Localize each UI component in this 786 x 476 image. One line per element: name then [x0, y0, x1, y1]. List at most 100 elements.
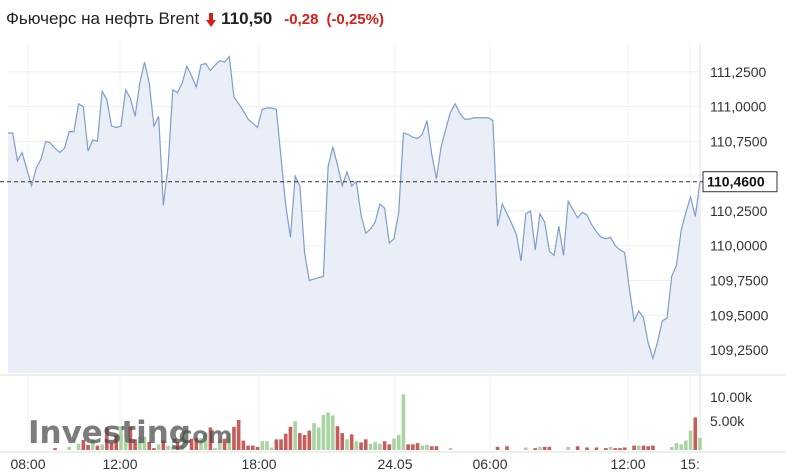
volume-bar: [269, 447, 274, 450]
volume-bar: [608, 446, 613, 450]
volume-bar: [250, 445, 255, 450]
volume-bar: [53, 448, 57, 450]
volume-bar: [368, 443, 373, 450]
volume-bar: [646, 446, 651, 450]
volume-bar: [67, 446, 71, 450]
volume-bar: [406, 444, 410, 450]
volume-bar: [90, 438, 95, 450]
volume-tick-label: 10.00k: [710, 389, 753, 405]
price-change-percent: (-0,25%): [326, 10, 384, 28]
volume-bar: [448, 448, 453, 450]
volume-bar: [279, 439, 283, 450]
volume-bar: [95, 445, 100, 450]
y-tick-label: 109,7500: [710, 272, 769, 288]
volume-bar: [331, 415, 335, 450]
volume-bar: [222, 438, 227, 450]
chart-header: Фьючерс на нефть Brent 110,50 -0,28 (-0,…: [6, 6, 384, 32]
volume-bar: [698, 438, 702, 450]
volume-bar: [105, 427, 109, 450]
arrow-down-icon: [206, 13, 217, 27]
volume-bar: [274, 439, 279, 450]
volume-bar: [260, 441, 265, 450]
volume-bar: [415, 443, 420, 450]
volume-bar: [349, 434, 354, 450]
volume-bars: [53, 394, 702, 450]
volume-bar: [382, 441, 387, 450]
volume-bar: [203, 432, 208, 450]
volume-bar: [81, 439, 86, 450]
volume-bar: [429, 446, 434, 450]
x-tick-label: 18:00: [241, 456, 276, 472]
volume-bar: [213, 448, 217, 450]
volume-bar: [128, 426, 133, 450]
logo-text: Investing: [28, 415, 191, 451]
volume-bar: [411, 444, 415, 450]
volume-bar: [420, 445, 425, 450]
volume-bar: [133, 439, 137, 450]
logo-suffix: .com: [170, 423, 232, 449]
volume-bar: [156, 444, 161, 450]
volume-bar: [401, 394, 406, 450]
current-price-box: 110,4600: [702, 171, 778, 193]
volume-bar: [86, 444, 90, 450]
volume-bar: [119, 426, 123, 450]
volume-bar: [236, 419, 241, 450]
volume-bar: [180, 445, 184, 450]
volume-bar: [76, 443, 81, 450]
volume-bar: [359, 442, 363, 450]
price-change: -0,28: [284, 10, 319, 28]
volume-bar: [326, 412, 330, 450]
volume-bar: [175, 441, 180, 450]
volume-bar: [152, 448, 156, 450]
volume-bar: [396, 434, 401, 450]
volume-bar: [637, 445, 641, 450]
volume-bar: [208, 427, 213, 450]
y-tick-label: 111,2500: [710, 64, 767, 80]
x-tick-label: 12:00: [610, 456, 645, 472]
volume-bar: [114, 434, 119, 450]
x-tick-label: 06:00: [472, 456, 507, 472]
volume-bar: [227, 433, 232, 450]
volume-axis-labels: 10.00k 5.00k: [710, 389, 753, 429]
volume-bar: [669, 446, 674, 450]
volume-bar: [387, 444, 392, 450]
volume-bar: [302, 434, 307, 450]
volume-bar: [392, 438, 396, 450]
volume-bar: [566, 446, 570, 450]
volume-tick-label: 5.00k: [710, 413, 745, 429]
price-axis-labels: 111,2500 111,0000 110,7500 110,2500 110,0000…: [710, 64, 769, 358]
volume-bar: [321, 414, 326, 450]
volume-bar: [575, 446, 580, 450]
volume-bar: [641, 445, 646, 450]
volume-bar: [693, 417, 698, 450]
time-axis-labels: 08:00 12:00 18:00 24.05 06:00 12:00 15:: [10, 456, 699, 472]
volume-bar: [166, 445, 170, 450]
volume-bar: [161, 440, 166, 450]
volume-bar: [335, 426, 340, 450]
y-tick-label: 110,0000: [710, 238, 768, 254]
investing-logo: Investing .com: [28, 415, 232, 451]
volume-bar: [189, 438, 194, 450]
volume-bar: [255, 446, 260, 450]
y-tick-label: 109,5000: [710, 307, 769, 323]
volume-bar: [312, 423, 316, 450]
volume-bar: [109, 442, 114, 450]
y-tick-label: 110,2500: [710, 203, 768, 219]
volume-bar: [378, 443, 382, 450]
x-tick-label: 12:00: [102, 456, 137, 472]
volume-bar: [651, 445, 655, 450]
volume-bar: [199, 438, 203, 450]
volume-bar: [147, 441, 152, 450]
volume-bar: [307, 430, 312, 450]
volume-bar: [632, 445, 636, 450]
volume-bar: [138, 437, 142, 450]
volume-bar: [679, 444, 683, 450]
y-tick-label: 109,2500: [710, 342, 769, 358]
y-tick-label: 111,0000: [710, 99, 767, 115]
volume-bar: [542, 446, 547, 450]
x-tick-label: 24.05: [377, 456, 412, 472]
volume-bar: [505, 446, 509, 450]
volume-bar: [622, 447, 627, 450]
volume-bar: [170, 446, 175, 450]
